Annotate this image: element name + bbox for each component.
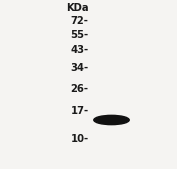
Text: 17-: 17- [70, 106, 88, 116]
Text: 72-: 72- [71, 16, 88, 26]
Text: 34-: 34- [70, 63, 88, 74]
Text: 55-: 55- [70, 30, 88, 40]
Text: 26-: 26- [70, 84, 88, 94]
Text: 10-: 10- [70, 134, 88, 144]
Text: 43-: 43- [70, 45, 88, 55]
Ellipse shape [94, 115, 129, 125]
Text: KDa: KDa [66, 3, 88, 13]
